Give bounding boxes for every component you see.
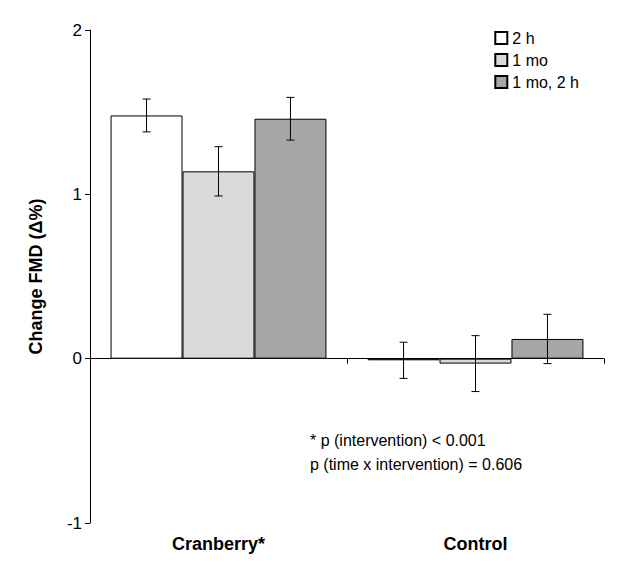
svg-text:1 mo, 2 h: 1 mo, 2 h (512, 74, 579, 91)
svg-text:0: 0 (73, 349, 82, 368)
svg-text:1 mo: 1 mo (512, 52, 548, 69)
svg-text:Control: Control (444, 534, 508, 554)
svg-text:* p (intervention) < 0.001: * p (intervention) < 0.001 (310, 432, 486, 449)
svg-text:2 h: 2 h (512, 30, 534, 47)
svg-text:Change FMD (Δ%): Change FMD (Δ%) (26, 199, 46, 355)
svg-text:1: 1 (73, 185, 82, 204)
svg-text:Cranberry*: Cranberry* (172, 534, 265, 554)
svg-text:-1: -1 (67, 514, 82, 533)
svg-text:2: 2 (73, 21, 82, 40)
svg-text:p (time x intervention) = 0.60: p (time x intervention) = 0.606 (310, 456, 522, 473)
